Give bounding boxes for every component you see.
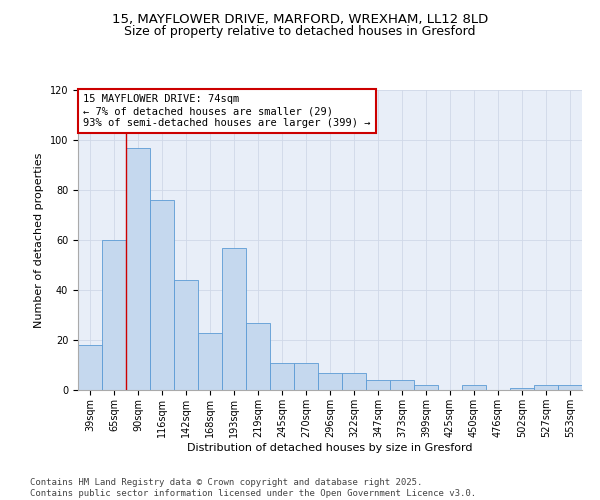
- Text: Size of property relative to detached houses in Gresford: Size of property relative to detached ho…: [124, 25, 476, 38]
- Bar: [222, 248, 246, 390]
- Bar: [534, 385, 558, 390]
- Bar: [270, 362, 294, 390]
- Bar: [126, 148, 150, 390]
- Bar: [246, 322, 270, 390]
- Bar: [558, 385, 582, 390]
- Y-axis label: Number of detached properties: Number of detached properties: [34, 152, 44, 328]
- Bar: [462, 385, 486, 390]
- Text: 15 MAYFLOWER DRIVE: 74sqm
← 7% of detached houses are smaller (29)
93% of semi-d: 15 MAYFLOWER DRIVE: 74sqm ← 7% of detach…: [83, 94, 371, 128]
- Bar: [78, 345, 102, 390]
- Bar: [390, 380, 414, 390]
- Bar: [342, 372, 366, 390]
- Bar: [174, 280, 198, 390]
- Bar: [294, 362, 318, 390]
- Bar: [318, 372, 342, 390]
- X-axis label: Distribution of detached houses by size in Gresford: Distribution of detached houses by size …: [187, 442, 473, 452]
- Text: Contains HM Land Registry data © Crown copyright and database right 2025.
Contai: Contains HM Land Registry data © Crown c…: [30, 478, 476, 498]
- Bar: [510, 388, 534, 390]
- Text: 15, MAYFLOWER DRIVE, MARFORD, WREXHAM, LL12 8LD: 15, MAYFLOWER DRIVE, MARFORD, WREXHAM, L…: [112, 12, 488, 26]
- Bar: [414, 385, 438, 390]
- Bar: [198, 332, 222, 390]
- Bar: [102, 240, 126, 390]
- Bar: [366, 380, 390, 390]
- Bar: [150, 200, 174, 390]
